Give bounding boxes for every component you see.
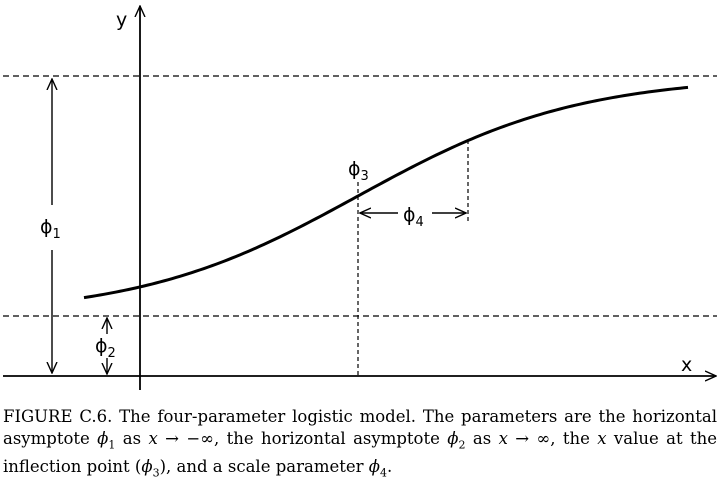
phi4-label: ϕ4 — [403, 204, 424, 230]
x-axis-label: x — [681, 354, 692, 376]
y-axis-label: y — [116, 9, 127, 31]
figure-caption: FIGURE C.6. The four-parameter logistic … — [3, 407, 717, 480]
phi2-label: ϕ2 — [95, 335, 116, 361]
caption-figure-label: FIGURE C.6. — [3, 407, 113, 426]
phi1-label: ϕ1 — [40, 216, 61, 242]
logistic-curve — [83, 85, 689, 300]
logistic-diagram: y x ϕ1 ϕ2 ϕ3 ϕ4 — [3, 0, 717, 390]
phi3-label: ϕ3 — [348, 158, 369, 184]
